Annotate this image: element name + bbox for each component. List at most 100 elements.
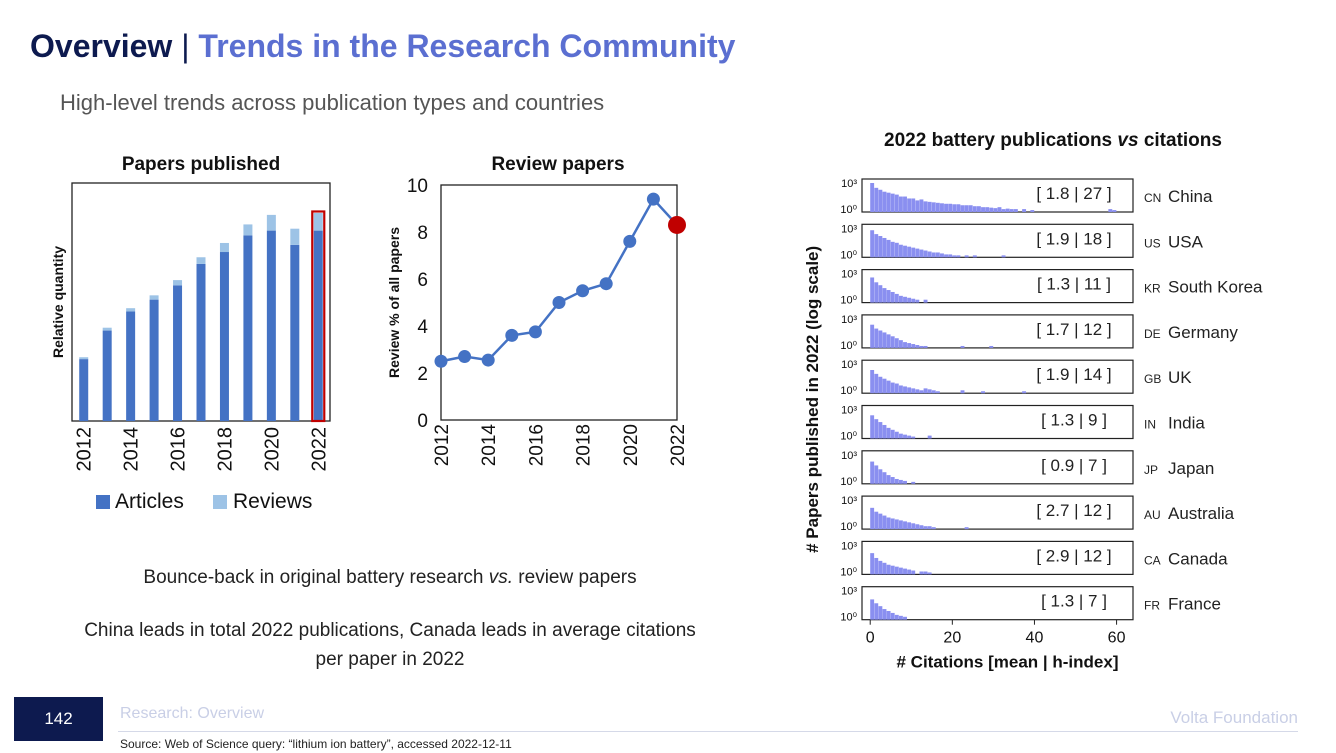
hist-bar-cn-30 [993,208,998,212]
hist-bar-de-7 [898,340,903,348]
hist-bar-de-2 [878,330,883,348]
y-tick-bottom-de: 10⁰ [840,340,857,352]
hist-bar-ca-12 [919,571,924,575]
papers-published-chart: 2012 2014 2016 2018 2020 2022 Relative quantit… [50,182,331,513]
hist-bar-au-10 [911,523,916,530]
hist-bar-cn-35 [1013,209,1018,212]
hist-bar-kr-7 [898,295,903,303]
hist-bar-in-4 [886,427,891,439]
hist-bar-cn-33 [1005,208,1010,212]
review-x-tick-2018: 2018 [574,424,595,466]
hist-bar-au-11 [915,524,920,530]
hist-bar-cn-7 [898,196,903,212]
hist-bar-kr-8 [903,296,907,303]
hist-x-tick-0: 0 [866,630,875,647]
hist-bar-kr-4 [886,290,891,303]
reviews-bar-2021 [290,228,300,245]
hist-bar-jp-2 [878,469,883,484]
country-code-fr: FR [1144,599,1160,613]
review-y-axis-label: Review % of all papers [386,227,402,378]
review-x-tick-2014: 2014 [479,424,500,467]
hist-bar-cn-2 [878,189,883,212]
hist-bar-kr-9 [907,297,912,303]
hist-bar-kr-10 [911,298,916,303]
hist-bar-gb-13 [923,388,928,394]
hist-bar-au-12 [919,525,924,530]
hist-bar-fr-3 [882,609,887,620]
caption-bounce-back: Bounce-back in original battery research… [60,567,720,589]
caption-china-canada: China leads in total 2022 publications, … [84,620,696,670]
y-tick-top-au: 10³ [841,495,857,507]
review-point-2012 [434,354,448,368]
hist-bar-in-2 [878,422,883,439]
y-tick-top-in: 10³ [841,405,857,417]
hist-bar-gb-5 [890,382,895,394]
y-tick-top-kr: 10³ [841,269,857,281]
caption-line1-post: review papers [513,567,637,588]
hist-bar-us-4 [886,239,891,258]
hist-bar-jp-8 [903,480,907,484]
review-point-2013 [458,350,472,364]
y-tick-bottom-us: 10⁰ [840,249,857,261]
hist-bar-ca-2 [878,560,883,575]
hist-bar-us-0 [870,230,875,258]
hist-bar-jp-5 [890,477,895,484]
panel-frame-us [861,223,1134,258]
stats-label-de: [ 1.7 | 12 ] [1036,320,1111,339]
hist-bar-in-7 [898,433,903,439]
articles-bar-2012 [79,359,89,421]
stats-label-in: [ 1.3 | 9 ] [1041,411,1107,430]
reviews-bar-2014 [126,308,136,312]
hist-bar-ca-13 [923,571,928,575]
hist-bar-us-8 [903,245,907,258]
y-tick-bottom-kr: 10⁰ [840,295,857,307]
hist-bar-in-1 [874,419,879,439]
papers-x-tick-2014: 2014 [121,427,143,472]
review-point-2022 [668,215,686,234]
hist-bar-us-15 [931,252,936,258]
y-tick-top-ca: 10³ [841,540,857,552]
hist-bar-cn-15 [931,202,936,212]
country-code-cn: CN [1144,191,1161,205]
y-tick-top-jp: 10³ [841,450,857,462]
hist-bar-fr-0 [870,599,875,620]
articles-bar-2018 [219,252,229,421]
panel-frame-kr [861,268,1134,304]
review-y-tick-10: 10 [407,176,428,197]
hist-bar-de-4 [886,334,891,348]
hist-bar-cn-27 [981,207,985,212]
hist-bar-au-15 [931,527,936,530]
reviews-bar-2017 [196,257,206,264]
articles-bar-2020 [266,230,276,421]
legend-reviews-swatch [213,495,227,509]
hist-bar-de-11 [915,345,920,348]
hist-bar-gb-11 [915,389,920,394]
hist-bar-au-0 [870,507,875,530]
hist-bar-us-2 [878,236,883,258]
hist-bar-gb-4 [886,380,891,394]
hist-bar-ca-7 [898,567,903,575]
hist-bar-gb-37 [1022,391,1027,394]
hist-bar-kr-3 [882,288,887,303]
papers-y-axis-label: Relative quantity [50,246,66,358]
y-tick-bottom-cn: 10⁰ [840,204,857,216]
country-name-gb: UK [1168,368,1192,387]
hist-bar-fr-5 [890,612,895,620]
hist-bar-ca-3 [882,562,887,575]
title-main: Overview [30,28,173,64]
hist-bar-jp-3 [882,472,887,484]
hist-bar-jp-7 [898,479,903,484]
y-tick-top-fr: 10³ [841,586,857,598]
hist-bar-au-9 [907,522,912,530]
hist-bar-ca-1 [874,557,879,575]
review-x-tick-2022: 2022 [668,424,689,466]
country-code-kr: KR [1144,282,1161,296]
hist-bar-jp-1 [874,465,879,484]
hist-bar-au-2 [878,513,883,530]
reviews-bar-2012 [79,357,89,360]
hist-bar-us-1 [874,234,879,258]
country-name-jp: Japan [1168,459,1214,478]
hist-bar-gb-16 [935,391,940,394]
hist-bar-us-9 [907,246,912,258]
stats-label-jp: [ 0.9 | 7 ] [1041,456,1107,475]
